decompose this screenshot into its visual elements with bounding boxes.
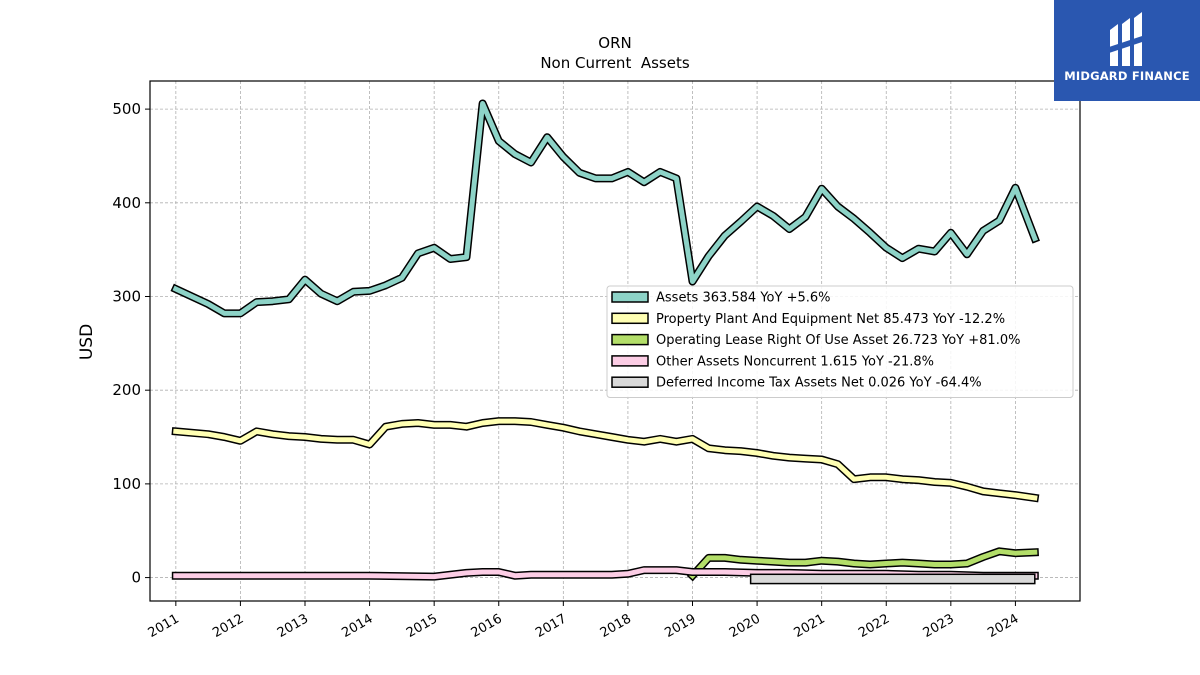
legend-entry: Assets 363.584 YoY +5.6% xyxy=(656,291,831,306)
series-line xyxy=(172,101,1039,316)
y-tick-label: 400 xyxy=(112,194,141,212)
x-axis-ticks: 2011 2012 2013 2014 2015 2016 2017 2018 2019 2020… xyxy=(146,601,1021,641)
x-tick-label: 2017 xyxy=(533,611,569,641)
legend-swatch xyxy=(611,376,649,388)
legend: Assets 363.584 YoY +5.6% Property Plant A… xyxy=(606,285,1074,398)
x-tick-label: 2020 xyxy=(727,611,763,641)
chart-subtitle: Non Current Assets xyxy=(540,54,690,72)
x-tick-label: 2014 xyxy=(339,611,375,641)
x-tick-label: 2018 xyxy=(598,611,634,641)
y-axis-ticks: 0 100 200 300 400 500 xyxy=(112,100,150,587)
plot-frame xyxy=(149,80,1081,602)
chart-title: ORN xyxy=(598,34,631,52)
x-tick-label: 2012 xyxy=(210,611,246,641)
legend-entry: Deferred Income Tax Assets Net 0.026 YoY… xyxy=(656,376,982,391)
legend-box xyxy=(606,285,1074,398)
series-group xyxy=(170,99,1040,585)
legend-entry: Other Assets Noncurrent 1.615 YoY -21.8% xyxy=(656,354,934,369)
y-tick-label: 0 xyxy=(131,569,141,587)
brand-logo: MIDGARD FINANCE xyxy=(1054,0,1200,101)
legend-swatch xyxy=(611,355,649,367)
x-tick-label: 2013 xyxy=(275,611,311,641)
legend-entry: Property Plant And Equipment Net 85.473 … xyxy=(656,312,1005,327)
x-tick-label: 2011 xyxy=(146,611,182,641)
legend-swatch xyxy=(611,312,649,325)
legend-entry: Operating Lease Right Of Use Asset 26.72… xyxy=(656,333,1020,348)
x-tick-label: 2019 xyxy=(662,611,698,641)
y-tick-label: 300 xyxy=(112,287,141,305)
x-tick-label: 2021 xyxy=(792,611,828,641)
y-tick-label: 200 xyxy=(112,381,141,399)
x-tick-label: 2022 xyxy=(856,611,892,641)
midgard-logo-icon xyxy=(1106,12,1148,66)
x-tick-label: 2015 xyxy=(404,611,440,641)
series-bar xyxy=(749,573,1036,585)
series-line xyxy=(688,548,1038,580)
legend-swatch xyxy=(611,333,649,346)
brand-name: MIDGARD FINANCE xyxy=(1064,69,1190,83)
y-tick-label: 100 xyxy=(112,475,141,493)
series-line xyxy=(173,418,1038,501)
y-axis-label: USD xyxy=(77,324,97,360)
y-tick-label: 500 xyxy=(112,100,141,118)
x-tick-label: 2016 xyxy=(469,611,505,641)
legend-swatch xyxy=(611,291,649,303)
x-tick-label: 2023 xyxy=(921,611,957,641)
x-tick-label: 2024 xyxy=(985,611,1021,641)
